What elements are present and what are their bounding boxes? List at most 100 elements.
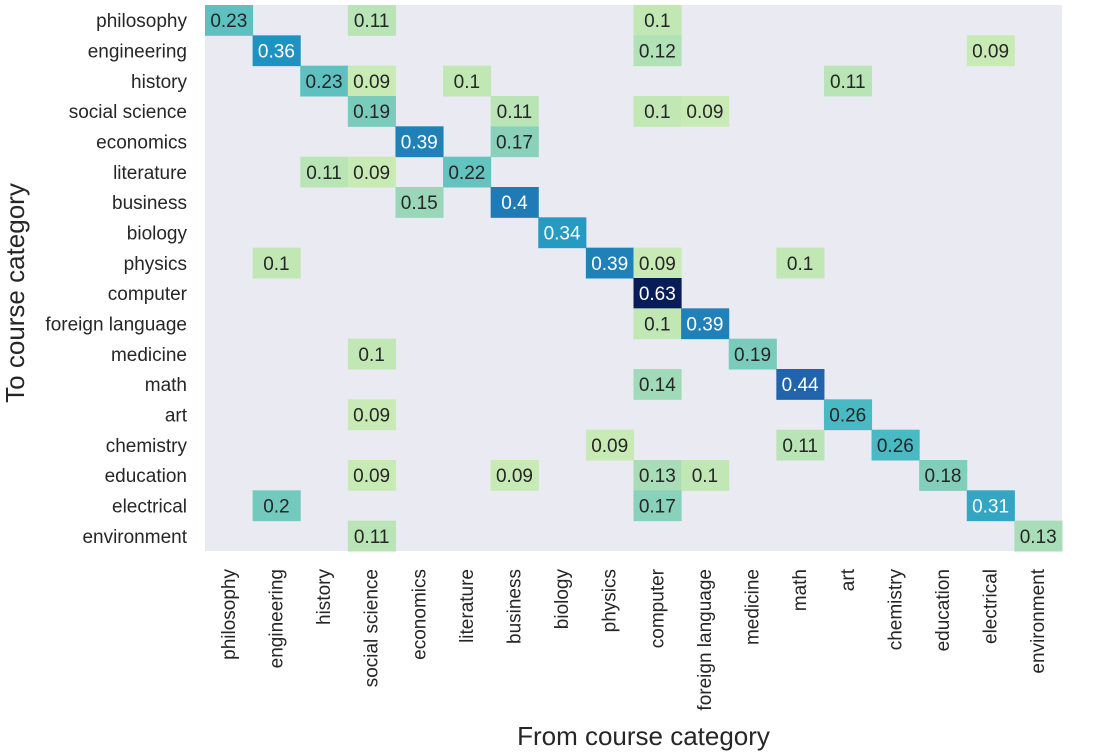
cell-value-label: 0.09 xyxy=(353,466,390,487)
y-tick-label: literature xyxy=(113,163,187,184)
y-tick-label: art xyxy=(165,406,188,427)
cell-value-label: 0.1 xyxy=(263,254,289,275)
heatmap-cell xyxy=(633,308,682,340)
cell-value-label: 0.09 xyxy=(353,163,390,184)
cell-value-label: 0.2 xyxy=(263,497,289,518)
heatmap-cell xyxy=(633,247,682,279)
cell-value-label: 0.1 xyxy=(644,315,670,336)
heatmap-cell xyxy=(776,429,825,461)
heatmap-cell xyxy=(300,65,349,97)
cell-value-label: 0.14 xyxy=(639,375,676,396)
x-tick-label: literature xyxy=(457,569,478,643)
heatmap-cell xyxy=(681,96,730,127)
cell-value-label: 0.09 xyxy=(591,436,628,457)
cell-value-label: 0.39 xyxy=(401,133,438,154)
heatmap-cell xyxy=(633,278,682,309)
cell-value-label: 0.18 xyxy=(924,466,961,487)
heatmap-cell xyxy=(252,247,301,279)
cell-value-label: 0.19 xyxy=(734,345,771,366)
x-tick-label: art xyxy=(838,568,859,591)
heatmap-cell xyxy=(443,65,492,97)
heatmap-cell xyxy=(252,490,301,522)
cell-value-label: 0.34 xyxy=(544,224,581,245)
y-tick-label: philosophy xyxy=(96,11,187,32)
cell-value-label: 0.17 xyxy=(496,133,533,154)
heatmap-cell xyxy=(538,217,587,249)
x-tick-label: social science xyxy=(362,569,383,687)
x-tick-label: economics xyxy=(409,569,430,660)
cell-value-label: 0.1 xyxy=(644,11,670,32)
cell-value-label: 0.31 xyxy=(972,497,1009,518)
cell-value-label: 0.11 xyxy=(782,436,818,457)
y-tick-label: history xyxy=(131,72,187,93)
cell-value-label: 0.09 xyxy=(353,72,390,93)
heatmap-cell xyxy=(728,338,777,370)
heatmap-cell xyxy=(776,247,825,279)
heatmap-cell xyxy=(300,156,349,188)
x-tick-label: biology xyxy=(552,569,573,630)
heatmap-cell xyxy=(681,308,730,340)
cell-value-label: 0.11 xyxy=(354,527,390,548)
heatmap-cell xyxy=(347,96,396,127)
cell-value-label: 0.09 xyxy=(686,102,723,123)
cell-value-label: 0.39 xyxy=(591,254,628,275)
x-tick-label: education xyxy=(933,569,954,651)
cell-value-label: 0.1 xyxy=(692,466,718,487)
heatmap-cell xyxy=(585,247,634,279)
y-axis-title: To course category xyxy=(0,183,30,403)
y-tick-label: social science xyxy=(69,102,187,123)
y-tick-label: environment xyxy=(82,527,187,548)
x-tick-label: electrical xyxy=(981,569,1002,644)
heatmap-cell xyxy=(871,429,920,461)
cell-value-label: 0.63 xyxy=(639,284,676,305)
heatmap-cell xyxy=(585,429,634,461)
heatmap-cell xyxy=(633,460,682,491)
heatmap-cell xyxy=(490,126,539,158)
heatmap-cell xyxy=(1014,520,1063,552)
heatmap-cell xyxy=(347,5,396,36)
cell-value-label: 0.1 xyxy=(644,102,670,123)
cell-value-label: 0.4 xyxy=(501,193,528,214)
heatmap-cell xyxy=(633,369,682,400)
y-tick-label: chemistry xyxy=(106,436,188,457)
y-tick-label: biology xyxy=(127,224,188,245)
cell-value-label: 0.09 xyxy=(639,254,676,275)
cell-value-label: 0.11 xyxy=(830,72,866,93)
heatmap-cell xyxy=(347,520,396,552)
cell-value-label: 0.09 xyxy=(496,466,533,487)
cell-value-label: 0.44 xyxy=(782,375,819,396)
cell-value-label: 0.26 xyxy=(877,436,914,457)
heatmap-cell xyxy=(823,399,873,431)
heatmap-cell xyxy=(490,460,539,491)
y-tick-label: foreign language xyxy=(45,315,187,336)
heatmap-cells xyxy=(205,5,1063,552)
cell-value-labels: 0.23 0.11 0.1 0.36 0.12 0.09 0.23 0.09 0.1 0.11 0.… xyxy=(210,11,1056,548)
heatmap-cell xyxy=(395,187,444,218)
heatmap-cell xyxy=(633,5,682,36)
heatmap-cell xyxy=(823,65,873,97)
x-axis-title: From course category xyxy=(517,721,770,751)
cell-value-label: 0.36 xyxy=(258,42,295,63)
y-tick-label: economics xyxy=(96,133,187,154)
cell-value-label: 0.11 xyxy=(497,102,533,123)
y-tick-label: business xyxy=(112,193,187,214)
y-tick-label: physics xyxy=(124,254,187,275)
x-tick-label: computer xyxy=(647,568,668,648)
heatmap-cell xyxy=(205,5,254,36)
x-tick-label: philosophy xyxy=(219,569,240,660)
cell-value-label: 0.26 xyxy=(829,406,866,427)
heatmap-cell xyxy=(919,460,968,491)
x-tick-label: history xyxy=(314,569,335,625)
y-tick-label: electrical xyxy=(112,497,187,518)
cell-value-label: 0.13 xyxy=(1020,527,1057,548)
y-tick-label: math xyxy=(145,375,187,396)
y-tick-labels: philosophy engineering history social scien… xyxy=(45,11,187,548)
heatmap-cell xyxy=(347,65,396,97)
cell-value-label: 0.23 xyxy=(210,11,247,32)
cell-value-label: 0.11 xyxy=(306,163,342,184)
cell-value-label: 0.22 xyxy=(448,163,485,184)
heatmap-cell xyxy=(633,96,682,127)
heatmap-cell xyxy=(681,460,730,491)
heatmap-cell xyxy=(966,490,1015,522)
